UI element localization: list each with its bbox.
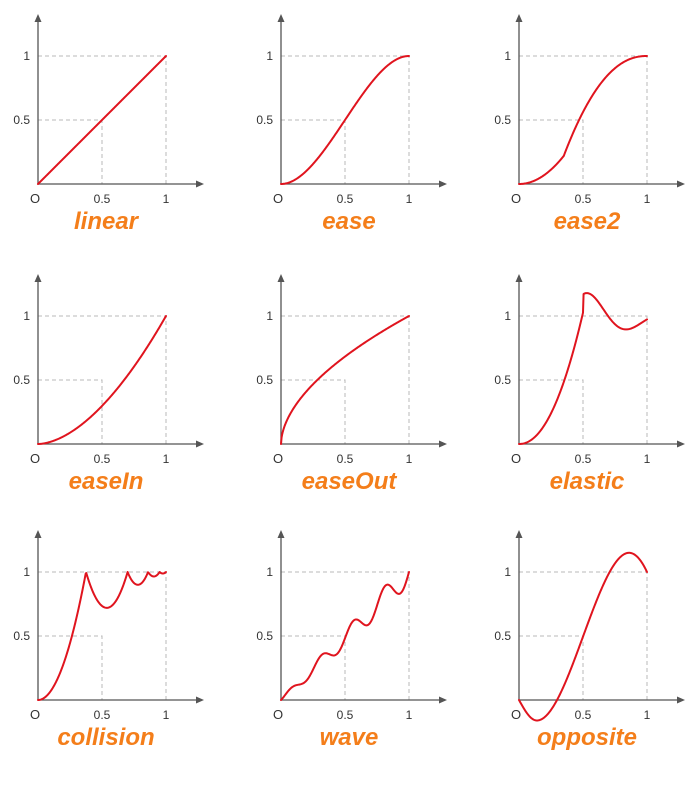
y-axis-arrow [34, 14, 42, 22]
y-tick-label: 1 [266, 49, 273, 63]
y-tick-label: 0.5 [13, 373, 30, 387]
easing-curve-ease2 [518, 55, 648, 185]
x-tick-label: 1 [163, 192, 170, 206]
origin-label: O [30, 707, 40, 722]
y-tick-label: 0.5 [494, 373, 511, 387]
x-axis-arrow [677, 440, 685, 448]
y-tick-label: 0.5 [494, 629, 511, 643]
x-tick-label: 1 [644, 708, 651, 722]
origin-label: O [511, 707, 521, 722]
x-tick-label: 1 [163, 452, 170, 466]
y-tick-label: 0.5 [13, 629, 30, 643]
x-tick-label: 0.5 [337, 708, 354, 722]
easing-curve-collision [37, 571, 167, 701]
x-tick-label: 1 [644, 192, 651, 206]
x-tick-label: 0.5 [575, 452, 592, 466]
guide-line-half [281, 379, 346, 444]
x-axis-arrow [196, 440, 204, 448]
easing-curve-elastic [518, 292, 648, 445]
easing-curve-easeOut [280, 315, 410, 445]
x-axis-arrow [196, 696, 204, 704]
y-tick-label: 1 [504, 49, 511, 63]
chart-title: opposite [537, 724, 637, 751]
easing-curve-linear [37, 55, 167, 185]
y-tick-label: 0.5 [13, 113, 30, 127]
chart-title: linear [74, 208, 140, 235]
origin-label: O [273, 451, 283, 466]
y-axis-arrow [34, 530, 42, 538]
y-tick-label: 1 [504, 309, 511, 323]
easing-curve-ease [280, 55, 410, 185]
y-axis-arrow [515, 14, 523, 22]
guide-line-one [519, 315, 648, 444]
x-axis-arrow [196, 180, 204, 188]
origin-label: O [30, 191, 40, 206]
origin-label: O [511, 191, 521, 206]
y-axis-arrow [515, 274, 523, 282]
x-axis-arrow [439, 440, 447, 448]
x-tick-label: 1 [406, 452, 413, 466]
easing-curve-wave [280, 571, 410, 701]
guide-line-half [519, 635, 584, 700]
y-axis-arrow [515, 530, 523, 538]
y-tick-label: 1 [266, 309, 273, 323]
x-tick-label: 0.5 [575, 192, 592, 206]
x-tick-label: 1 [406, 192, 413, 206]
x-tick-label: 0.5 [575, 708, 592, 722]
x-axis-arrow [439, 180, 447, 188]
chart-title: ease [322, 208, 375, 235]
y-tick-label: 0.5 [494, 113, 511, 127]
guide-line-half [38, 379, 103, 444]
y-tick-label: 1 [23, 49, 30, 63]
y-axis-arrow [277, 14, 285, 22]
y-tick-label: 0.5 [256, 373, 273, 387]
chart-title: ease2 [554, 208, 621, 235]
x-tick-label: 0.5 [337, 452, 354, 466]
chart-title: elastic [550, 468, 625, 495]
y-tick-label: 0.5 [256, 629, 273, 643]
y-tick-label: 1 [266, 565, 273, 579]
chart-title: wave [320, 724, 379, 751]
chart-title: easeIn [69, 468, 144, 495]
easing-curve-opposite [518, 551, 648, 722]
chart-title: easeOut [302, 468, 398, 495]
guide-line-half [519, 119, 584, 184]
x-axis-arrow [677, 696, 685, 704]
x-tick-label: 0.5 [94, 708, 111, 722]
x-tick-label: 0.5 [94, 452, 111, 466]
y-tick-label: 1 [504, 565, 511, 579]
y-axis-arrow [277, 530, 285, 538]
x-tick-label: 1 [644, 452, 651, 466]
x-axis-arrow [677, 180, 685, 188]
y-tick-label: 1 [23, 309, 30, 323]
chart-title: collision [57, 724, 154, 751]
origin-label: O [30, 451, 40, 466]
y-tick-label: 1 [23, 565, 30, 579]
easing-curve-easeIn [37, 315, 167, 445]
guide-line-half [281, 119, 346, 184]
x-tick-label: 0.5 [337, 192, 354, 206]
x-tick-label: 1 [406, 708, 413, 722]
y-axis-arrow [277, 274, 285, 282]
origin-label: O [511, 451, 521, 466]
origin-label: O [273, 191, 283, 206]
x-axis-arrow [439, 696, 447, 704]
y-axis-arrow [34, 274, 42, 282]
x-tick-label: 1 [163, 708, 170, 722]
y-tick-label: 0.5 [256, 113, 273, 127]
x-tick-label: 0.5 [94, 192, 111, 206]
guide-line-half [519, 379, 584, 444]
origin-label: O [273, 707, 283, 722]
guide-line-half [38, 635, 103, 700]
